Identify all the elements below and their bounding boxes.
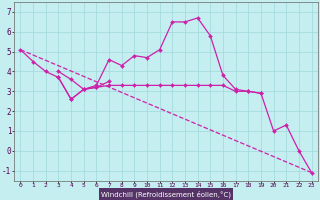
X-axis label: Windchill (Refroidissement éolien,°C): Windchill (Refroidissement éolien,°C) — [101, 190, 231, 198]
